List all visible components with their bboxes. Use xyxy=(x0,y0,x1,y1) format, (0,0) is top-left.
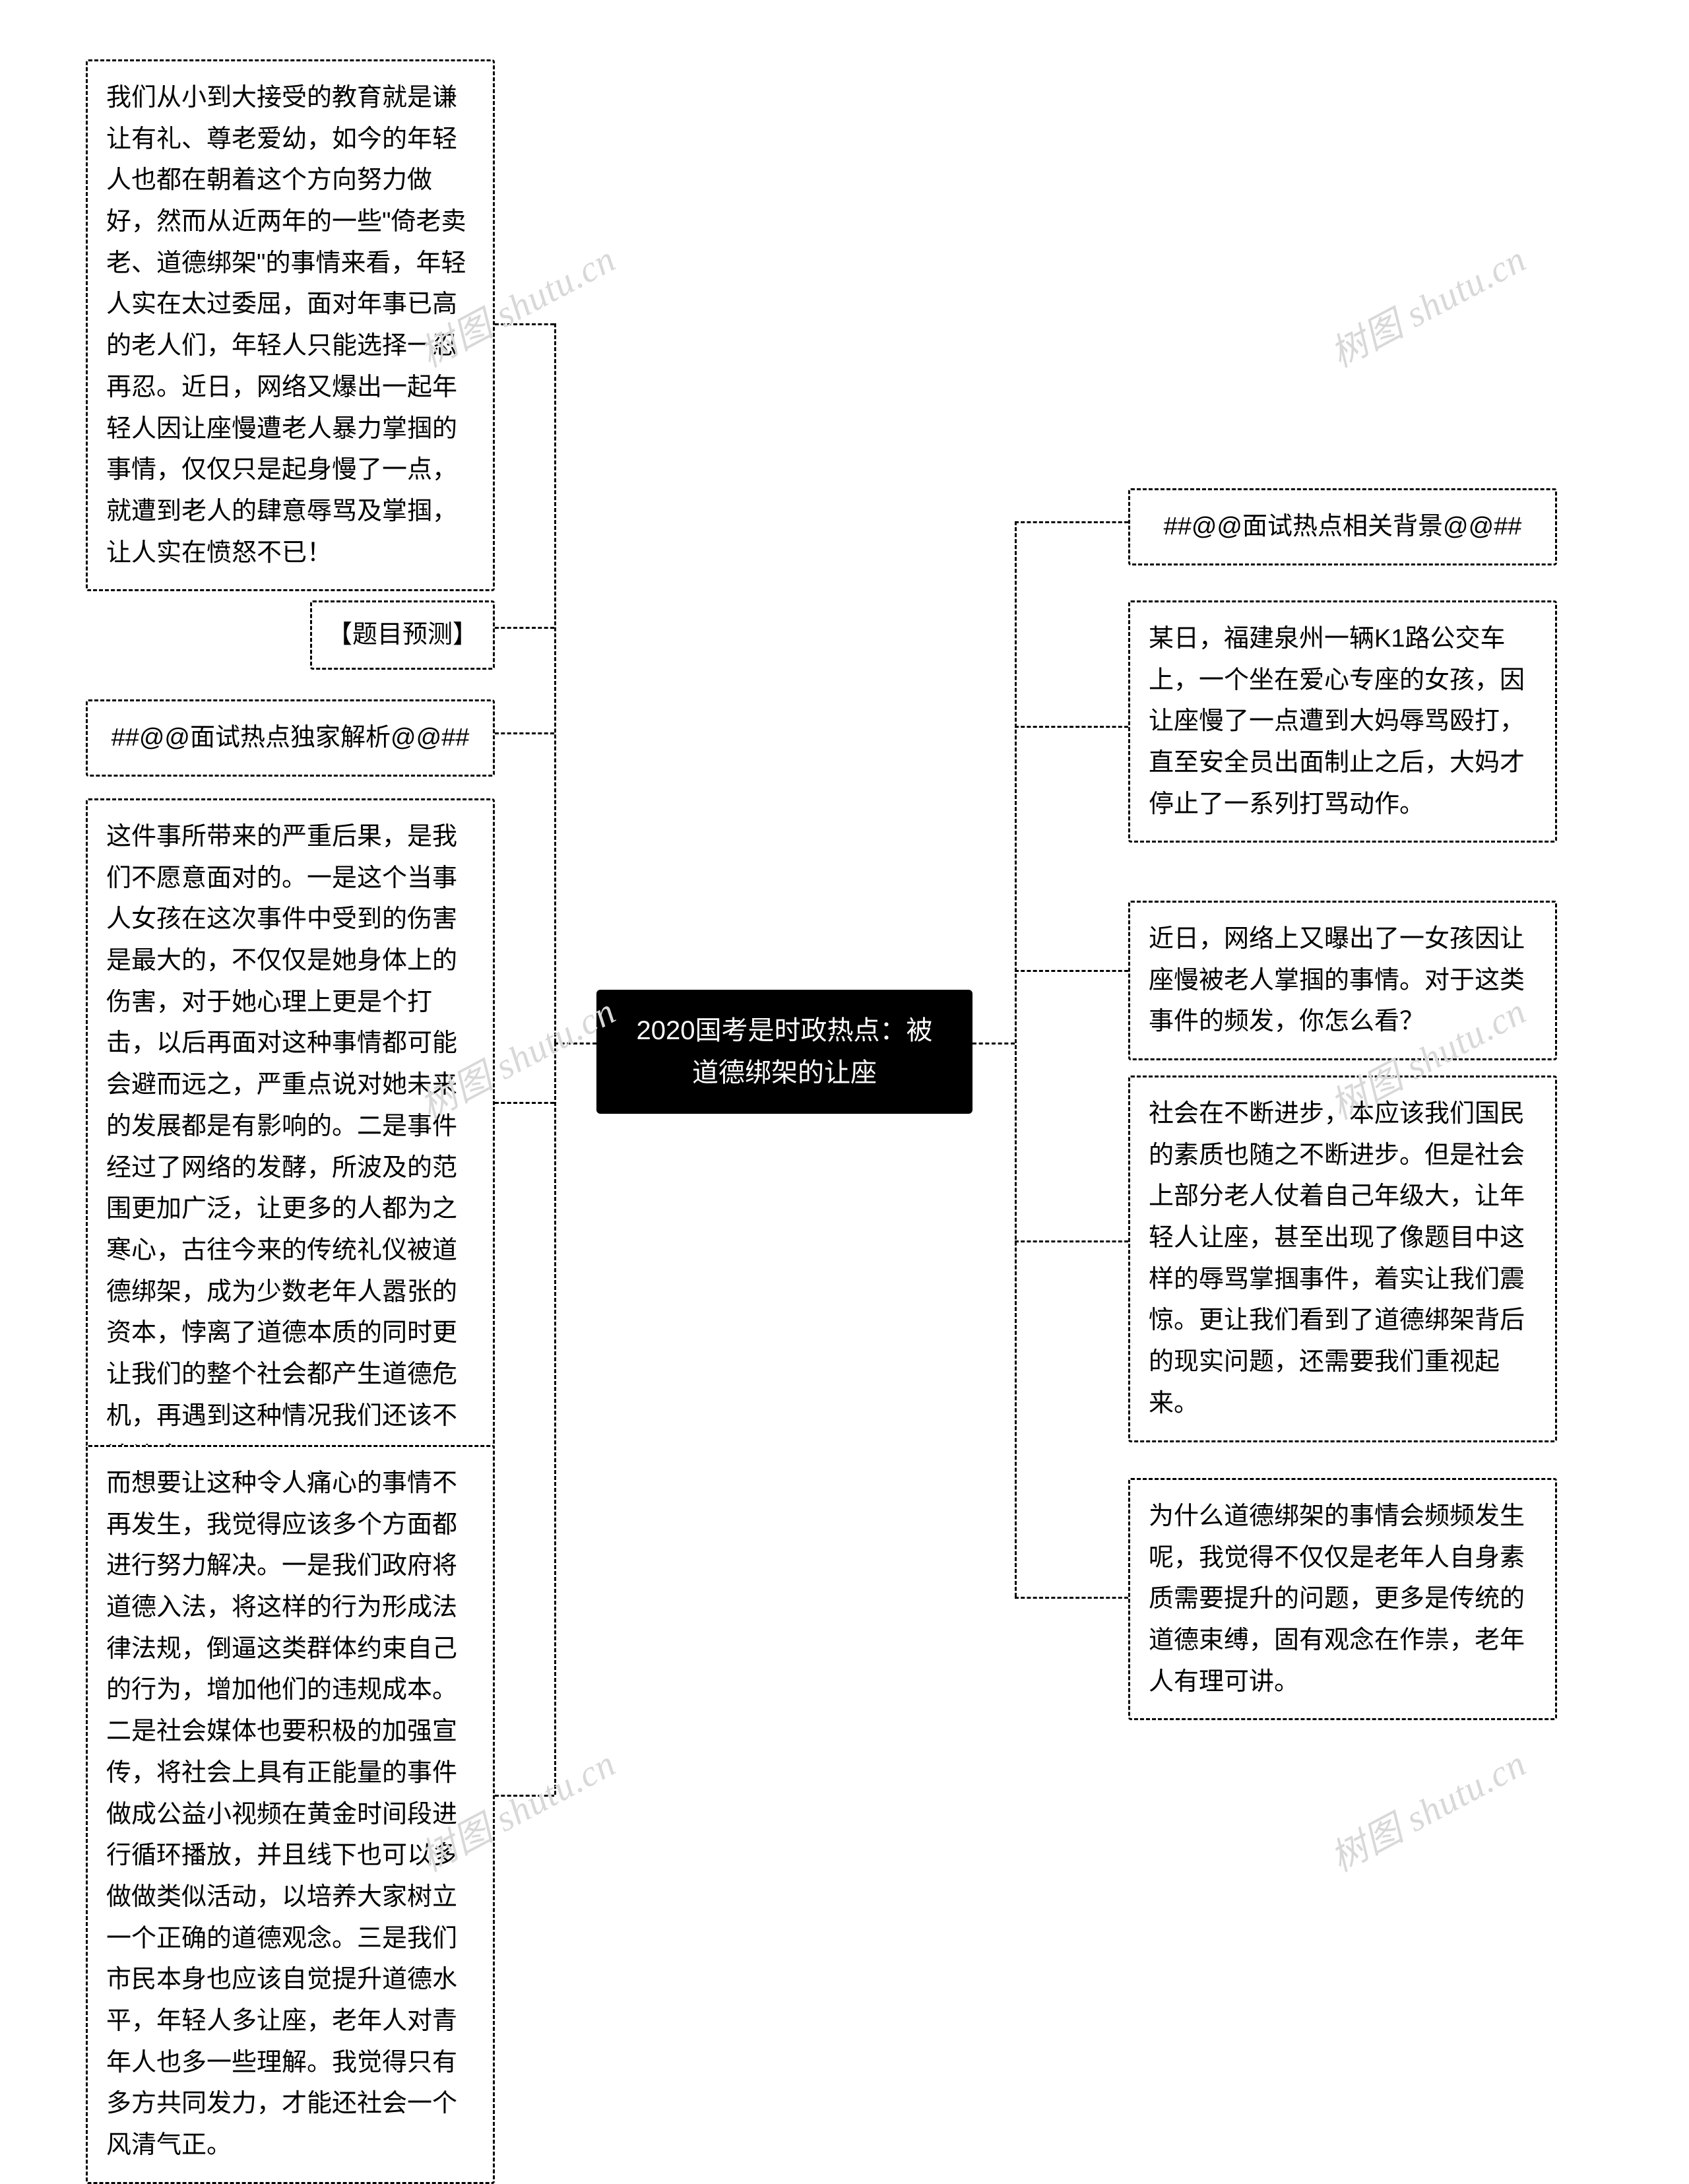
left-box-analysis-header: ##@@面试热点独家解析@@## xyxy=(86,699,495,777)
left-box-prediction: 【题目预测】 xyxy=(310,600,495,670)
right-box-question-text: 近日，网络上又曝出了一女孩因让座慢被老人掌掴的事情。对于这类事件的频发，你怎么看… xyxy=(1149,925,1525,1035)
left-box-intro-text: 我们从小到大接受的教育就是谦让有礼、尊老爱幼，如今的年轻人也都在朝着这个方向努力… xyxy=(106,84,466,567)
connector xyxy=(495,1795,554,1797)
connector xyxy=(554,1043,556,1795)
left-box-intro: 我们从小到大接受的教育就是谦让有礼、尊老爱幼，如今的年轻人也都在朝着这个方向努力… xyxy=(86,59,495,591)
left-box-consequence: 这件事所带来的严重后果，是我们不愿意面对的。一是这个当事人女孩在这次事件中受到的… xyxy=(86,798,495,1496)
connector xyxy=(1015,521,1017,1597)
center-title-line1: 2020国考是时政热点：被 xyxy=(637,1016,933,1045)
center-title-line2: 道德绑架的让座 xyxy=(692,1058,877,1087)
right-box-incident-text: 某日，福建泉州一辆K1路公交车上，一个坐在爱心专座的女孩，因让座慢了一点遭到大妈… xyxy=(1149,625,1525,818)
watermark: 树图 shutu.cn xyxy=(1320,230,1534,377)
right-box-question: 近日，网络上又曝出了一女孩因让座慢被老人掌掴的事情。对于这类事件的频发，你怎么看… xyxy=(1128,901,1557,1060)
left-box-prediction-text: 【题目预测】 xyxy=(327,621,478,649)
connector xyxy=(972,1043,1015,1044)
connector xyxy=(554,1043,596,1044)
connector xyxy=(495,1102,554,1104)
left-box-solution-text: 而想要让这种令人痛心的事情不再发生，我觉得应该多个方面都进行努力解决。一是我们政… xyxy=(106,1469,457,2159)
connector xyxy=(1015,1597,1128,1599)
right-box-why-text: 为什么道德绑架的事情会频频发生呢，我觉得不仅仅是老年人自身素质需要提升的问题，更… xyxy=(1149,1502,1525,1696)
connector xyxy=(495,627,554,629)
right-box-why: 为什么道德绑架的事情会频频发生呢，我觉得不仅仅是老年人自身素质需要提升的问题，更… xyxy=(1128,1478,1557,1720)
watermark: 树图 shutu.cn xyxy=(1320,1734,1534,1882)
right-box-incident: 某日，福建泉州一辆K1路公交车上，一个坐在爱心专座的女孩，因让座慢了一点遭到大妈… xyxy=(1128,600,1557,843)
right-box-bg-header-text: ##@@面试热点相关背景@@## xyxy=(1164,513,1522,540)
connector xyxy=(1015,521,1128,523)
connector xyxy=(554,323,556,1043)
connector xyxy=(1015,726,1128,728)
connector xyxy=(495,732,554,734)
right-box-society: 社会在不断进步，本应该我们国民的素质也随之不断进步。但是社会上部分老人仗着自己年… xyxy=(1128,1076,1557,1442)
right-box-bg-header: ##@@面试热点相关背景@@## xyxy=(1128,488,1557,565)
connector xyxy=(1015,1240,1128,1242)
center-topic: 2020国考是时政热点：被 道德绑架的让座 xyxy=(596,990,972,1114)
left-box-consequence-text: 这件事所带来的严重后果，是我们不愿意面对的。一是这个当事人女孩在这次事件中受到的… xyxy=(106,823,457,1471)
right-box-society-text: 社会在不断进步，本应该我们国民的素质也随之不断进步。但是社会上部分老人仗着自己年… xyxy=(1149,1100,1525,1417)
left-box-analysis-header-text: ##@@面试热点独家解析@@## xyxy=(112,724,470,752)
connector xyxy=(1015,970,1128,972)
connector xyxy=(495,323,554,325)
left-box-solution: 而想要让这种令人痛心的事情不再发生，我觉得应该多个方面都进行努力解决。一是我们政… xyxy=(86,1445,495,2184)
